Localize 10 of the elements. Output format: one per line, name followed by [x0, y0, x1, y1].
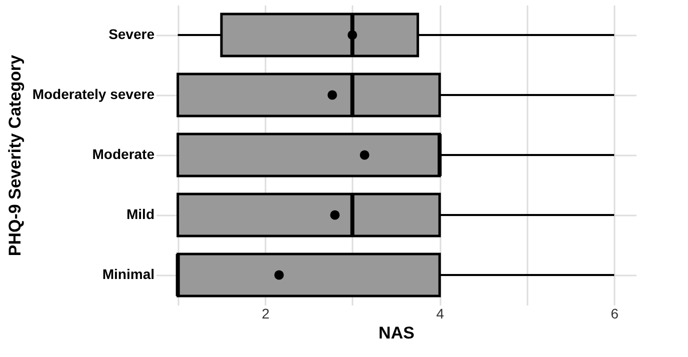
x-tick-label: 6	[610, 306, 619, 322]
x-tick-label: 4	[436, 306, 444, 322]
y-tick-label: Mild	[126, 206, 154, 222]
y-axis-title: PHQ-9 Severity Category	[5, 54, 24, 256]
y-tick-label: Severe	[108, 26, 155, 42]
x-axis-title: NAS	[378, 324, 414, 342]
x-tick-label: 2	[262, 306, 270, 322]
y-tick-label: Moderately severe	[32, 86, 155, 102]
y-tick-label: Moderate	[92, 146, 155, 162]
y-tick-label: Minimal	[102, 266, 154, 282]
